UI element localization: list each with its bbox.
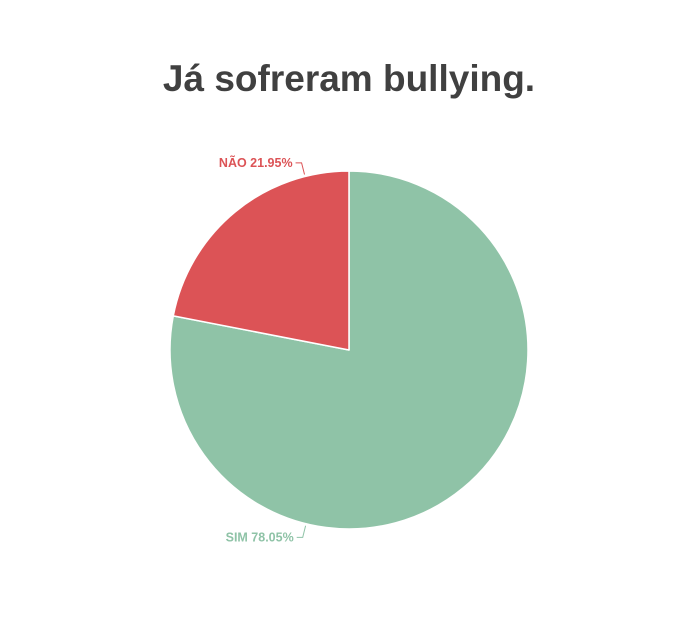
pie-slice-nao [172, 170, 350, 351]
pie-slice-sim [169, 170, 529, 530]
slice-label-sim: SIM 78.05% [226, 530, 294, 544]
label-leader-sim [296, 525, 307, 538]
label-leader-nao [295, 162, 306, 175]
slice-label-nao: NÃO 21.95% [219, 155, 293, 170]
chart-title: Já sofreram bullying. [162, 58, 536, 99]
